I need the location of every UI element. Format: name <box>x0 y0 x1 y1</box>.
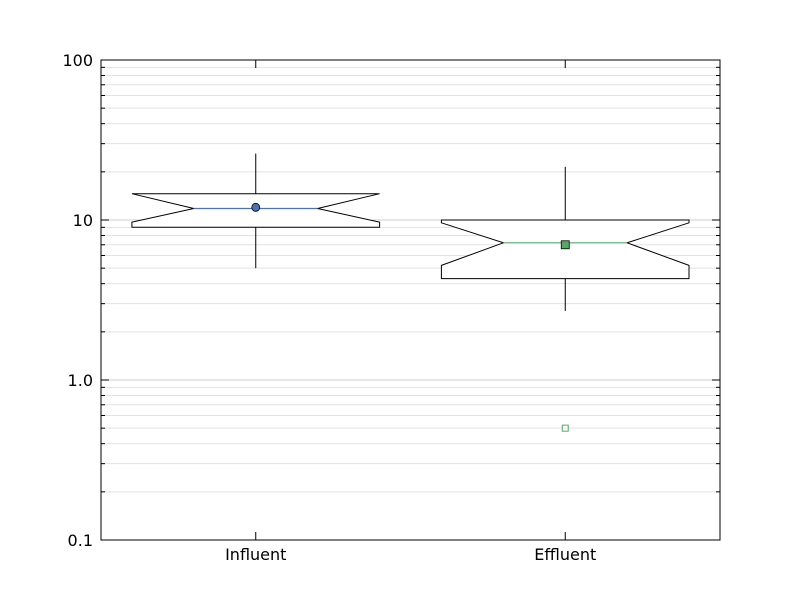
axes-frame <box>100 59 721 541</box>
mean-marker <box>251 202 261 212</box>
x-axis-ticks: Influent Effluent <box>225 60 596 564</box>
box-influent <box>131 153 381 269</box>
box-effluent <box>440 166 690 432</box>
notched-box <box>440 219 690 280</box>
y-tick-label: 0.1 <box>68 531 93 550</box>
outlier-point <box>561 424 569 432</box>
mean-marker <box>560 240 570 250</box>
grid-lines <box>101 66 720 493</box>
box-plot-series <box>131 153 690 432</box>
y-axis-ticks: 0.1 1.0 10 100 <box>62 51 720 550</box>
plot-frame <box>100 59 721 541</box>
y-tick-label: 100 <box>62 51 93 70</box>
x-tick-label: Effluent <box>534 545 596 564</box>
x-tick-label: Influent <box>225 545 286 564</box>
y-tick-label: 10 <box>73 211 93 230</box>
y-tick-label: 1.0 <box>68 371 93 390</box>
